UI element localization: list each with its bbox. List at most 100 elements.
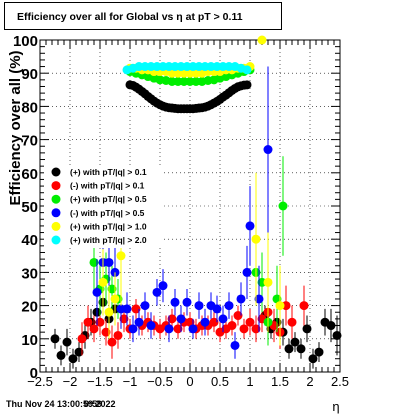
y-tick-label: 80: [21, 99, 38, 116]
data-point: [146, 321, 156, 331]
data-point: [287, 317, 297, 327]
data-point: [167, 314, 177, 324]
data-point: [263, 145, 273, 155]
y-tick-label: 50: [21, 199, 38, 216]
legend-marker: [51, 208, 61, 218]
x-tick-label: 1.5: [271, 374, 289, 389]
data-point: [56, 350, 66, 360]
x-tick-label: −1.5: [87, 374, 113, 389]
legend-entry-label: (+) with pT/|q| > 0.1: [70, 167, 147, 177]
data-point: [299, 301, 309, 311]
data-point: [332, 330, 342, 340]
data-point: [95, 317, 105, 327]
legend-box: [44, 165, 162, 248]
x-tick-label: −2.5: [27, 374, 53, 389]
data-point: [257, 35, 267, 45]
legend-entry-label: (+) with pT/|q| > 1.0: [70, 221, 147, 231]
x-tick-label: −1: [123, 374, 138, 389]
data-point: [116, 251, 126, 261]
data-point: [131, 304, 141, 314]
y-tick-label: 40: [21, 232, 38, 249]
data-point: [224, 301, 234, 311]
data-point: [176, 314, 186, 324]
axis-ticks: −2.5 −2 −1.5 −1 −0.5 0 0.5 1 1.5 2 2.5 0 10 20 30 40 50 6…: [13, 33, 349, 389]
y-tick-label: 70: [21, 133, 38, 150]
data-point: [209, 317, 219, 327]
data-point: [278, 201, 288, 211]
data-point: [83, 317, 93, 327]
legend-marker: [51, 181, 61, 191]
data-point: [233, 311, 243, 321]
data-point: [194, 301, 204, 311]
data-point: [251, 324, 261, 334]
timestamp-overlay: 0:59: [84, 399, 103, 409]
data-point: [68, 354, 78, 364]
data-point: [113, 330, 123, 340]
data-point: [134, 317, 144, 327]
y-tick-label: 100: [13, 33, 38, 50]
y-tick-label: 10: [21, 332, 38, 349]
data-point: [200, 317, 210, 327]
legend-marker: [51, 221, 61, 231]
legend-entry-label: (-) with pT/|q| > 0.1: [70, 181, 145, 191]
data-point: [107, 337, 117, 347]
series-2: [77, 285, 309, 359]
data-point: [140, 301, 150, 311]
legend-entry-label: (-) with pT/|q| > 0.5: [70, 208, 145, 218]
data-point: [173, 324, 183, 334]
data-point: [89, 257, 99, 267]
data-point: [245, 317, 255, 327]
data-point: [119, 314, 129, 324]
y-tick-label: 20: [21, 299, 38, 316]
data-point: [245, 221, 255, 231]
y-tick-label: 0: [30, 365, 38, 382]
y-axis-label: Efficiency over all (%): [7, 50, 24, 205]
legend-marker: [51, 235, 61, 245]
data-point: [326, 321, 336, 331]
data-point: [89, 324, 99, 334]
data-point: [242, 80, 252, 90]
data-point: [242, 65, 252, 75]
data-point: [242, 267, 252, 277]
timestamp-footer: Thu Nov 24 13:00:59 2022: [6, 399, 116, 409]
data-point: [284, 344, 294, 354]
data-point: [218, 314, 228, 324]
data-point: [227, 321, 237, 331]
series-6: [122, 62, 252, 75]
data-point: [128, 324, 138, 334]
x-tick-label: 2: [306, 374, 313, 389]
data-point: [275, 301, 285, 311]
data-series: [50, 35, 342, 369]
data-point: [239, 324, 249, 334]
data-point: [236, 294, 246, 304]
data-point: [164, 324, 174, 334]
legend: (+) with pT/|q| > 0.1 (-) with pT/|q| > 0…: [44, 165, 162, 248]
legend-entry-label: (+) with pT/|q| > 2.0: [70, 235, 147, 245]
data-point: [302, 324, 312, 334]
data-point: [104, 257, 114, 267]
data-point: [98, 277, 108, 287]
data-point: [62, 337, 72, 347]
legend-marker: [51, 194, 61, 204]
data-point: [110, 294, 120, 304]
x-tick-label: 1: [246, 374, 253, 389]
data-point: [188, 324, 198, 334]
data-point: [296, 344, 306, 354]
y-tick-label: 60: [21, 166, 38, 183]
data-point: [290, 337, 300, 347]
data-point: [182, 297, 192, 307]
y-tick-label: 30: [21, 265, 38, 282]
y-tick-label: 90: [21, 66, 38, 83]
x-axis-label: η: [332, 399, 339, 414]
data-point: [92, 287, 102, 297]
x-tick-label: 0: [186, 374, 193, 389]
x-tick-label: −0.5: [147, 374, 173, 389]
data-point: [101, 327, 111, 337]
data-point: [314, 347, 324, 357]
data-point: [152, 287, 162, 297]
data-point: [263, 277, 273, 287]
chart-title: Efficiency over all for Global vs η at p…: [4, 2, 282, 30]
data-point: [104, 307, 114, 317]
data-point: [170, 297, 180, 307]
legend-marker: [51, 167, 61, 177]
